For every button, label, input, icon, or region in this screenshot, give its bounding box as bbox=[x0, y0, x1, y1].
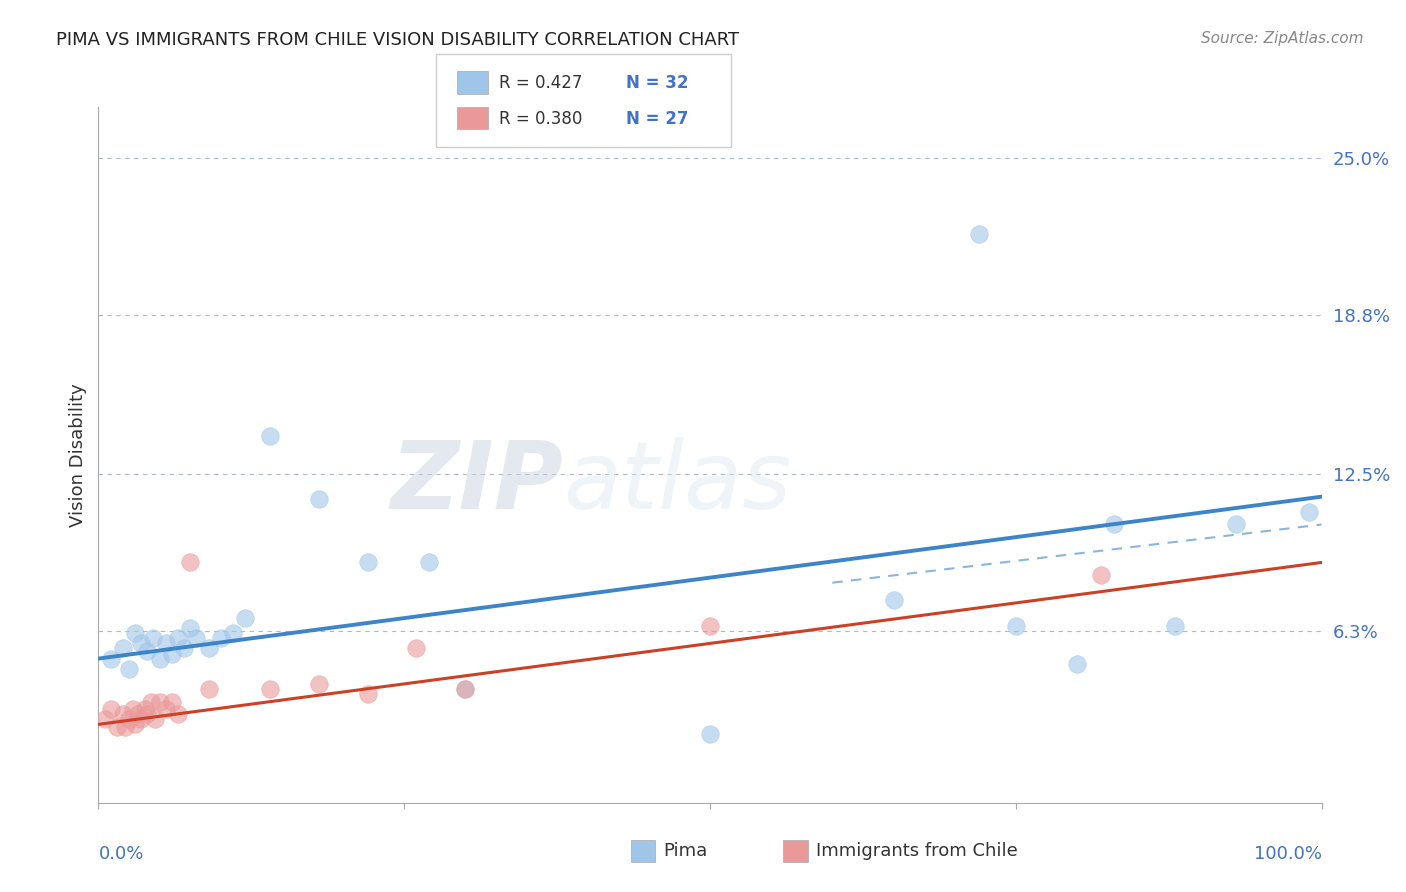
Point bbox=[186, 632, 208, 646]
Point bbox=[699, 727, 721, 741]
Text: atlas: atlas bbox=[564, 437, 792, 528]
Point bbox=[1102, 517, 1125, 532]
Text: PIMA VS IMMIGRANTS FROM CHILE VISION DISABILITY CORRELATION CHART: PIMA VS IMMIGRANTS FROM CHILE VISION DIS… bbox=[56, 31, 740, 49]
Point bbox=[136, 644, 159, 658]
Text: R = 0.427: R = 0.427 bbox=[499, 74, 582, 92]
Point bbox=[160, 647, 183, 661]
Point bbox=[142, 632, 165, 646]
Point bbox=[93, 712, 115, 726]
Point bbox=[259, 429, 281, 443]
Point bbox=[1004, 618, 1026, 632]
Point bbox=[100, 702, 122, 716]
Point bbox=[209, 632, 232, 646]
Point bbox=[1066, 657, 1088, 671]
Point bbox=[118, 662, 141, 676]
Point bbox=[1164, 618, 1187, 632]
Point bbox=[308, 677, 330, 691]
Point bbox=[405, 641, 427, 656]
Point bbox=[197, 641, 219, 656]
Text: Immigrants from Chile: Immigrants from Chile bbox=[817, 842, 1018, 860]
Point bbox=[173, 641, 195, 656]
Point bbox=[1298, 505, 1320, 519]
Point bbox=[259, 681, 281, 696]
FancyBboxPatch shape bbox=[630, 839, 655, 862]
Y-axis label: Vision Disability: Vision Disability bbox=[69, 383, 87, 527]
Point bbox=[136, 707, 159, 722]
Point bbox=[111, 641, 134, 656]
Point bbox=[149, 651, 172, 665]
Point bbox=[134, 702, 156, 716]
Point bbox=[155, 702, 177, 716]
Point bbox=[118, 712, 141, 726]
Point bbox=[179, 621, 201, 635]
Point bbox=[129, 712, 152, 726]
Point bbox=[222, 626, 245, 640]
Point bbox=[149, 695, 172, 709]
Text: 100.0%: 100.0% bbox=[1254, 845, 1322, 863]
Point bbox=[129, 636, 152, 650]
Text: Pima: Pima bbox=[664, 842, 707, 860]
Point bbox=[1090, 568, 1112, 582]
Point bbox=[111, 707, 134, 722]
Point bbox=[308, 492, 330, 507]
Point bbox=[1225, 517, 1247, 532]
Text: N = 32: N = 32 bbox=[626, 74, 688, 92]
FancyBboxPatch shape bbox=[783, 839, 808, 862]
Point bbox=[143, 712, 166, 726]
Point bbox=[105, 720, 128, 734]
Point bbox=[356, 556, 378, 570]
Point bbox=[139, 695, 162, 709]
Text: N = 27: N = 27 bbox=[626, 110, 688, 128]
Point bbox=[418, 556, 440, 570]
Point bbox=[197, 681, 219, 696]
Text: 0.0%: 0.0% bbox=[98, 845, 143, 863]
Point bbox=[167, 632, 190, 646]
Text: ZIP: ZIP bbox=[391, 437, 564, 529]
Point bbox=[967, 227, 990, 241]
Point bbox=[883, 593, 905, 607]
Point bbox=[454, 681, 477, 696]
Point bbox=[356, 687, 378, 701]
Point bbox=[100, 651, 122, 665]
Point bbox=[124, 717, 146, 731]
Point bbox=[167, 707, 190, 722]
Point bbox=[179, 556, 201, 570]
Point bbox=[155, 636, 177, 650]
Point bbox=[233, 611, 256, 625]
Point bbox=[127, 707, 149, 722]
Text: Source: ZipAtlas.com: Source: ZipAtlas.com bbox=[1201, 31, 1364, 46]
Point bbox=[114, 720, 136, 734]
Point bbox=[454, 681, 477, 696]
Point bbox=[699, 618, 721, 632]
Point bbox=[124, 626, 146, 640]
Point bbox=[121, 702, 143, 716]
Point bbox=[160, 695, 183, 709]
Text: R = 0.380: R = 0.380 bbox=[499, 110, 582, 128]
